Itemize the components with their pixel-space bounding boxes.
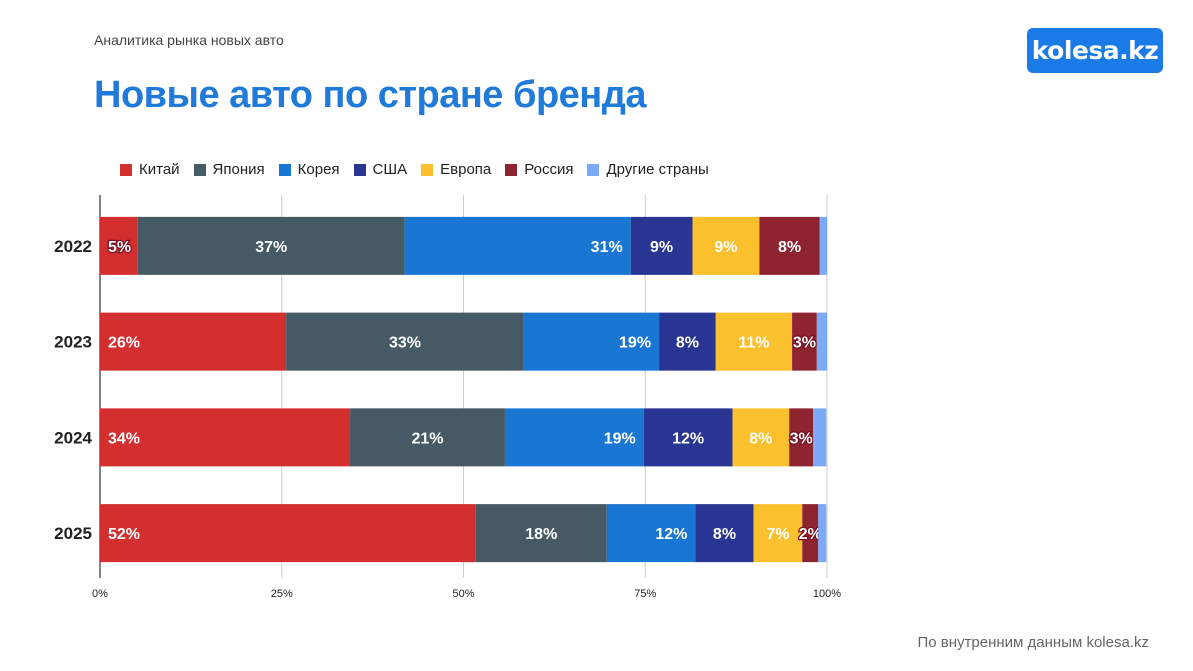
year-label: 2024	[54, 428, 92, 447]
bar-segment	[404, 216, 631, 275]
bar-segment	[759, 216, 820, 275]
bar-segment	[732, 408, 790, 467]
bar-segment	[813, 408, 827, 467]
data-label: 8%	[676, 335, 699, 352]
data-label: 18%	[525, 526, 557, 543]
legend-label: Корея	[297, 161, 340, 178]
kolesa-logo[interactable]: kolesa.kz	[1027, 28, 1163, 73]
data-label: 19%	[604, 430, 636, 447]
data-label: 37%	[255, 239, 287, 256]
legend-item: Китай	[120, 161, 180, 178]
bar-segment	[792, 312, 817, 371]
data-label: 3%	[790, 430, 813, 447]
legend-label: Китай	[139, 161, 180, 178]
source-note: По внутренним данным kolesa.kz	[917, 634, 1149, 651]
bar-segment	[692, 216, 760, 275]
bar-segment	[350, 408, 505, 467]
x-tick-label: 25%	[271, 588, 293, 600]
legend-swatch	[353, 163, 366, 176]
data-label: 2%	[799, 526, 822, 543]
legend-label: США	[372, 161, 408, 178]
chart-legend: Китай Япония Корея США Европа Россия Другие ст…	[120, 161, 709, 178]
data-label: 26%	[108, 335, 140, 352]
bar-segment	[137, 216, 405, 275]
bar-segment	[100, 504, 476, 563]
legend-item: Корея	[278, 161, 340, 178]
bar-segment	[606, 504, 696, 563]
data-label: 8%	[778, 239, 801, 256]
x-tick-label: 100%	[813, 588, 841, 600]
bar-segment	[100, 312, 287, 371]
data-label: 12%	[672, 430, 704, 447]
bar-segment	[819, 216, 827, 275]
page-title: Новые авто по стране бренда	[94, 74, 647, 116]
legend-item: Россия	[505, 161, 573, 178]
legend-item: Другие страны	[587, 161, 709, 178]
data-label: 9%	[714, 239, 737, 256]
x-tick-label: 50%	[452, 588, 474, 600]
bar-segment	[715, 312, 793, 371]
bar-segment	[643, 408, 733, 467]
year-label: 2025	[54, 524, 92, 543]
bar-segment	[630, 216, 693, 275]
bar-segment	[523, 312, 660, 371]
legend-label: Япония	[212, 161, 265, 178]
bar-segment	[802, 504, 819, 563]
data-label: 31%	[591, 239, 623, 256]
year-label: 2022	[54, 237, 92, 256]
data-label: 11%	[738, 335, 769, 352]
x-tick-label: 75%	[634, 588, 656, 600]
bar-segment	[818, 504, 827, 563]
bar-segment	[789, 408, 814, 467]
bar-segment	[286, 312, 524, 371]
data-label: 9%	[650, 239, 673, 256]
legend-swatch	[505, 163, 518, 176]
bar-segment	[475, 504, 607, 563]
data-label: 3%	[793, 335, 816, 352]
bar-segment	[695, 504, 754, 563]
data-label: 52%	[108, 526, 140, 543]
subtitle: Аналитика рынка новых авто	[94, 32, 284, 48]
bar-segment	[504, 408, 644, 467]
legend-item: Европа	[421, 161, 491, 178]
data-label: 12%	[655, 526, 687, 543]
legend-label: Россия	[524, 161, 574, 178]
legend-swatch	[587, 163, 600, 176]
year-label: 2023	[54, 333, 92, 352]
x-tick-label: 0%	[92, 588, 108, 600]
bar-segment	[100, 408, 351, 467]
data-label: 8%	[749, 430, 772, 447]
bar-segment	[100, 216, 138, 275]
legend-item: Япония	[193, 161, 265, 178]
data-label: 5%	[108, 239, 131, 256]
data-label: 33%	[389, 335, 421, 352]
bar-segment	[659, 312, 716, 371]
legend-label: Другие страны	[606, 161, 709, 178]
bar-segment	[816, 312, 827, 371]
data-label: 19%	[619, 335, 651, 352]
legend-swatch	[120, 163, 132, 176]
legend-item: США	[353, 161, 408, 178]
legend-label: Европа	[440, 161, 492, 178]
data-label: 34%	[108, 430, 140, 447]
data-label: 21%	[411, 430, 443, 447]
data-label: 8%	[713, 526, 736, 543]
legend-swatch	[421, 163, 434, 176]
legend-swatch	[193, 163, 206, 176]
data-label: 7%	[766, 526, 789, 543]
legend-swatch	[278, 163, 291, 176]
bar-segment	[753, 504, 803, 563]
